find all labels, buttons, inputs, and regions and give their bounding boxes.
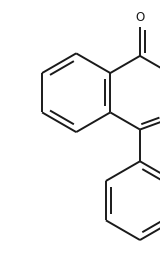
Text: O: O: [135, 11, 145, 24]
